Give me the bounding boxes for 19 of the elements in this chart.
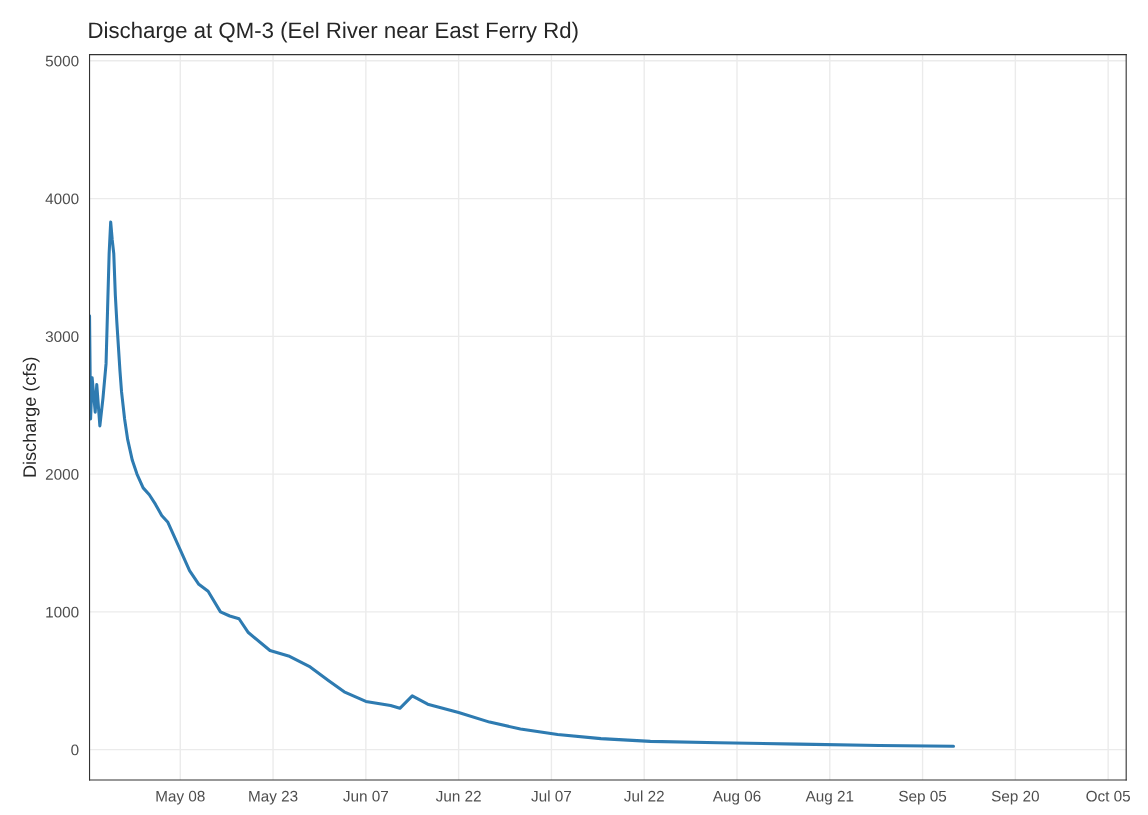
y-tick-label: 4000 (45, 193, 79, 205)
x-tick-label: Aug 06 (712, 790, 761, 805)
x-tick-label: Aug 21 (805, 790, 854, 805)
x-tick-label: Jul 22 (624, 790, 664, 802)
y-tick-label: 1000 (46, 606, 79, 618)
y-tick-label: 3000 (45, 331, 79, 343)
chart-title: Discharge at QM-3 (Eel River near East Ferry Rd) (89, 21, 578, 43)
y-tick-label: 0 (71, 744, 79, 756)
x-tick-label: Oct 05 (1086, 790, 1131, 802)
x-tick-label: May 23 (249, 790, 298, 805)
x-tick-label: Sep 20 (991, 790, 1039, 805)
x-tick-label: Jun 22 (435, 790, 481, 802)
y-tick-label: 2000 (45, 468, 79, 480)
y-tick-label: 5000 (45, 55, 79, 67)
x-tick-label: May 08 (156, 790, 205, 805)
y-axis-title: Discharge (cfs) (22, 357, 40, 477)
x-tick-label: Sep 05 (899, 790, 947, 805)
x-tick-label: Jun 07 (343, 790, 389, 802)
x-tick-label: Jul 07 (531, 790, 572, 802)
